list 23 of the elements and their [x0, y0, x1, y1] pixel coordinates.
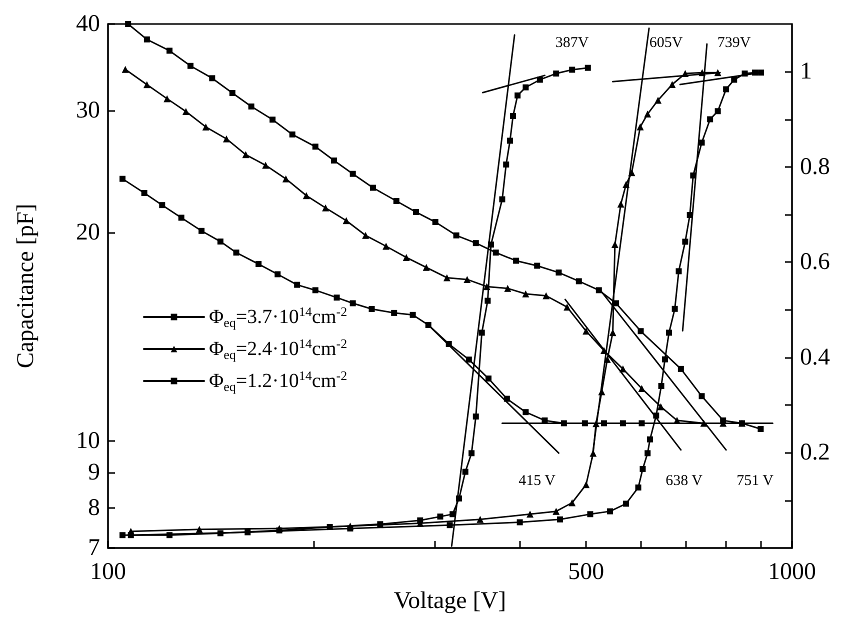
y-tick-label: 7	[88, 535, 100, 561]
x-axis-title: Voltage [V]	[394, 588, 506, 614]
y-tick-label: 8	[88, 494, 100, 521]
y2-tick-label: 1	[800, 58, 812, 85]
x-tick-label: 100	[90, 559, 126, 585]
y-tick-label: 30	[76, 97, 100, 124]
x-tick-label: 1000	[768, 559, 816, 585]
annotation: 638 V	[666, 473, 703, 489]
y-axis-title: Capacitance [pF]	[13, 204, 39, 368]
annotation: 415 V	[518, 473, 556, 489]
y-tick-label: 9	[88, 459, 100, 486]
y2-tick-label: 0.4	[800, 344, 830, 370]
y-tick-label: 40	[76, 11, 100, 37]
y2-tick-label: 0.2	[800, 440, 830, 466]
annotation: 605V	[649, 35, 683, 51]
y2-tick-label: 0.6	[800, 249, 830, 276]
annotation: 739V	[717, 35, 751, 51]
y2-tick-label: 0.8	[800, 154, 830, 180]
x-tick-label: 500	[568, 559, 604, 585]
annotation: 751 V	[736, 473, 774, 489]
annotation: 387V	[555, 35, 589, 51]
y-tick-label: 20	[76, 219, 100, 246]
y-tick-label: 10	[76, 428, 100, 454]
